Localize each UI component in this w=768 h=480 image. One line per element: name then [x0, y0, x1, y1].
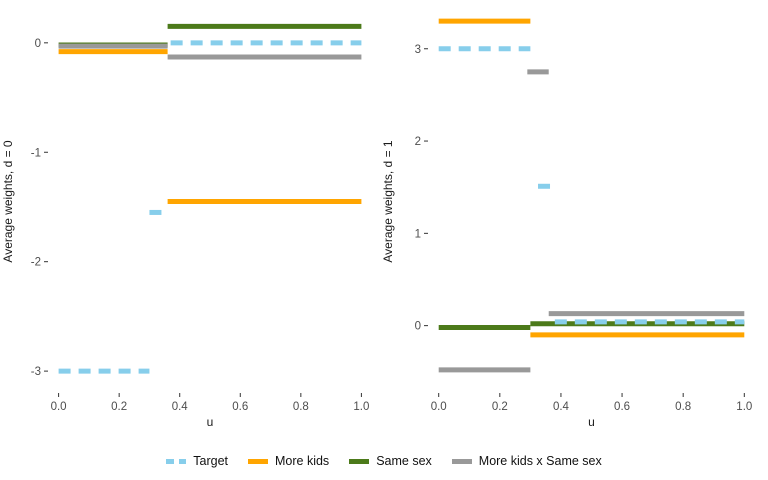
svg-text:1.0: 1.0: [736, 401, 752, 413]
svg-text:0.2: 0.2: [492, 401, 508, 413]
legend-key-more-kids-icon: [248, 458, 268, 464]
svg-text:Average weights, d = 0: Average weights, d = 0: [1, 140, 15, 263]
svg-text:u: u: [588, 415, 595, 429]
legend-item-interaction: More kids x Same sex: [451, 454, 602, 468]
svg-text:3: 3: [415, 44, 421, 56]
svg-text:0.0: 0.0: [51, 401, 67, 413]
svg-text:0.8: 0.8: [293, 401, 309, 413]
svg-text:0.6: 0.6: [614, 401, 630, 413]
svg-text:2: 2: [415, 136, 421, 148]
svg-text:0.4: 0.4: [553, 401, 570, 413]
svg-text:0: 0: [415, 321, 421, 333]
svg-text:0.2: 0.2: [111, 401, 127, 413]
legend-key-same-sex-icon: [349, 458, 370, 464]
svg-text:Average weights, d = 1: Average weights, d = 1: [381, 140, 395, 263]
svg-text:1.0: 1.0: [353, 401, 369, 413]
legend-item-target: Target: [166, 454, 228, 468]
legend-key-target-icon: [166, 458, 187, 464]
svg-text:0.0: 0.0: [431, 401, 447, 413]
legend-item-same-sex: Same sex: [349, 454, 432, 468]
legend-label-more-kids: More kids: [275, 454, 330, 468]
svg-text:0.6: 0.6: [232, 401, 248, 413]
legend-label-same-sex: Same sex: [376, 454, 432, 468]
legend-item-more-kids: More kids: [248, 454, 329, 468]
legend: Target More kids Same sex More kids x Sa…: [0, 442, 768, 480]
svg-text:0.4: 0.4: [172, 401, 189, 413]
svg-text:-1: -1: [31, 147, 41, 159]
svg-text:-2: -2: [31, 257, 41, 269]
chart-svg: 0.0 0.2 0.4 0.6 0.8 1.0 0 -1 -2 -3 u Average weight…: [1, 18, 752, 429]
legend-label-target: Target: [193, 454, 228, 468]
svg-text:1: 1: [415, 228, 421, 240]
legend-key-interaction-icon: [451, 458, 472, 464]
svg-text:u: u: [207, 415, 214, 429]
svg-text:0.8: 0.8: [675, 401, 691, 413]
svg-text:0: 0: [35, 38, 41, 50]
svg-text:-3: -3: [31, 366, 41, 378]
legend-label-interaction: More kids x Same sex: [478, 454, 602, 468]
